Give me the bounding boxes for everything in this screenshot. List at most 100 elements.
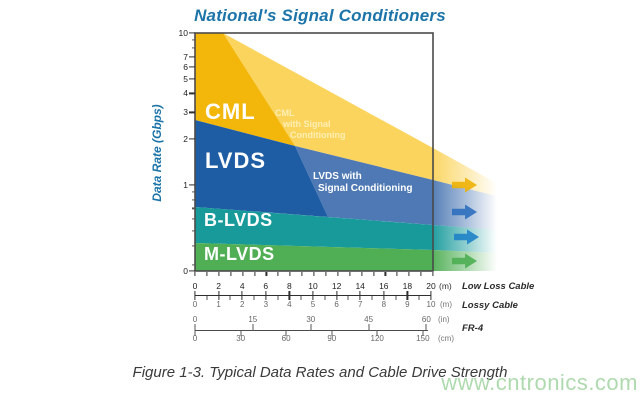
y-axis-major-marks	[189, 32, 195, 272]
fr4-in-marks-mark	[425, 324, 427, 331]
lossy-ticks-label: 8	[381, 300, 387, 309]
low-loss-ticks: 0 2 4 6 8 10 12 14 16 18 20	[192, 281, 436, 291]
low-loss-ticks-label: 16	[379, 281, 389, 291]
y-axis-ticks-label: 10	[178, 27, 188, 38]
cable-scale-minor-marks-mark	[300, 296, 302, 300]
y-axis-major-marks-mark	[189, 111, 195, 114]
blvds-reach-arrow-icon	[454, 229, 479, 245]
lossy-ticks-label: 0	[192, 300, 198, 309]
mlvds-band-area	[195, 243, 433, 271]
plot-bottom-marks-mark	[384, 271, 386, 276]
cable-scale-minor-marks-mark	[277, 296, 279, 300]
fr4-cm-ticks-label: 120	[370, 334, 384, 343]
chart-title: National's Signal Conditioners	[194, 6, 446, 25]
low-loss-ticks-label: 0	[192, 281, 198, 291]
low-loss-unit: (m)	[439, 281, 452, 291]
cable-scale-major-marks-mark	[312, 291, 314, 300]
fr4-in-ticks-label: 15	[248, 315, 258, 324]
fr4-in-marks-mark	[194, 324, 196, 331]
lossy-unit: (m)	[440, 300, 452, 309]
chart-plot-area	[194, 32, 500, 272]
fr4-cm-ticks-label: 0	[192, 334, 198, 343]
cable-scale-major-marks-mark	[383, 291, 385, 300]
plot-bottom-marks-mark	[313, 271, 315, 276]
fr4-cm-marks-mark	[285, 330, 287, 336]
lossy-ticks-label: 3	[263, 300, 269, 309]
fr4-in-ticks-label: 45	[364, 315, 374, 324]
cml-band-area	[195, 33, 295, 146]
cml-sc-note-line: Conditioning	[290, 130, 346, 140]
cable-scale-major-marks-mark	[241, 291, 243, 300]
lossy-ticks-label: 4	[287, 300, 292, 309]
y-axis-major-marks-mark	[189, 78, 195, 80]
cml-sc-band-area	[223, 33, 433, 180]
y-axis-minor-marks-mark	[191, 218, 195, 220]
cable-scale-major-marks-mark	[265, 291, 267, 300]
cable-scale-minor-marks-mark	[371, 296, 373, 300]
cml-band-label: CML	[205, 99, 256, 124]
fr4-in-unit: (in)	[438, 315, 450, 324]
y-axis-ticks: 10 7 6 5 4 3 2 1 0	[162, 29, 188, 275]
lossy-ticks-label: 10	[426, 300, 436, 309]
cable-scale-major-marks-mark	[406, 291, 408, 300]
y-axis-ticks-label: 5	[183, 73, 188, 84]
y-axis-minor-marks-mark	[191, 230, 195, 232]
mlvds-band-label: M-LVDS	[204, 244, 275, 264]
fr4-cm-ticks-label: 30	[236, 334, 246, 343]
y-axis-major-marks-mark	[189, 32, 195, 34]
watermark: www.cntronics.com	[441, 370, 638, 395]
y-axis-ticks-label: 1	[183, 179, 188, 190]
mlvds-reach-arrow-icon	[452, 253, 477, 269]
cable-scale-minor-marks-mark	[418, 296, 420, 300]
plot-bottom-marks-mark	[408, 271, 410, 276]
cml-sc-note-line: CML	[275, 108, 295, 118]
plot-bottom-marks-mark	[206, 271, 208, 276]
fr4-cm-marks-mark	[422, 330, 424, 336]
low-loss-ticks-label: 4	[239, 281, 245, 291]
blvds-band-label: B-LVDS	[204, 210, 273, 230]
fr4-in-ticks-label: 30	[306, 315, 316, 324]
lossy-ticks-label: 9	[405, 300, 410, 309]
lossy-ticks: 0 1 2 3 4 5 6 7 8 9 10	[192, 300, 436, 309]
lossy-ticks-label: 5	[310, 300, 316, 309]
fr4-in-ticks-label: 60	[421, 315, 431, 324]
fr4-in-marks	[194, 324, 428, 331]
lvds-extension-area	[433, 180, 500, 230]
low-loss-name: Low Loss Cable	[462, 281, 535, 292]
low-loss-ticks-label: 2	[216, 281, 221, 291]
lvds-sc-band-area	[295, 146, 433, 225]
y-axis-major-marks-mark	[189, 184, 195, 186]
plot-bottom-marks-mark	[301, 271, 303, 276]
plot-bottom-marks-mark	[253, 271, 256, 276]
plot-bottom-marks-mark	[420, 271, 422, 276]
plot-bottom-marks-mark	[337, 271, 339, 276]
y-axis-minor-marks-mark	[191, 191, 195, 193]
fr4-scale-line	[195, 330, 428, 332]
y-axis-major-marks-mark	[189, 92, 195, 95]
lvds-sc-note-line: LVDS with	[313, 171, 362, 182]
lossy-ticks-label: 2	[239, 300, 245, 309]
y-axis-major-marks-mark	[189, 66, 195, 68]
y-axis-ticks-label: 0	[183, 265, 188, 276]
lvds-band-label: LVDS	[205, 148, 267, 173]
y-axis-ticks-label: 7	[183, 51, 188, 62]
cable-scale-minor-marks-mark	[395, 296, 397, 300]
cable-scale-major-marks-mark	[336, 291, 338, 300]
fr4-name: FR-4	[462, 323, 484, 334]
fr4-in-marks-mark	[252, 324, 254, 331]
lvds-reach-arrow-icon	[452, 204, 477, 220]
y-axis-minor-marks	[191, 33, 195, 271]
lossy-ticks-label: 6	[334, 300, 339, 309]
fr4-cm-marks	[194, 330, 428, 336]
fr4-cm-marks-mark	[194, 330, 196, 336]
plot-bottom-marks	[194, 271, 434, 276]
fr4-in-ticks-label: 0	[192, 315, 198, 324]
plot-bottom-marks-mark	[289, 271, 291, 276]
plot-bottom-marks-mark	[265, 271, 267, 276]
cml-sc-note-line: with Signal	[283, 119, 331, 129]
cable-scale-major-marks-mark	[288, 291, 290, 300]
figure-caption: Figure 1-3. Typical Data Rates and Cable…	[132, 364, 508, 381]
cable-scale-major-marks-mark	[194, 291, 196, 300]
low-loss-ticks-label: 14	[355, 281, 365, 291]
